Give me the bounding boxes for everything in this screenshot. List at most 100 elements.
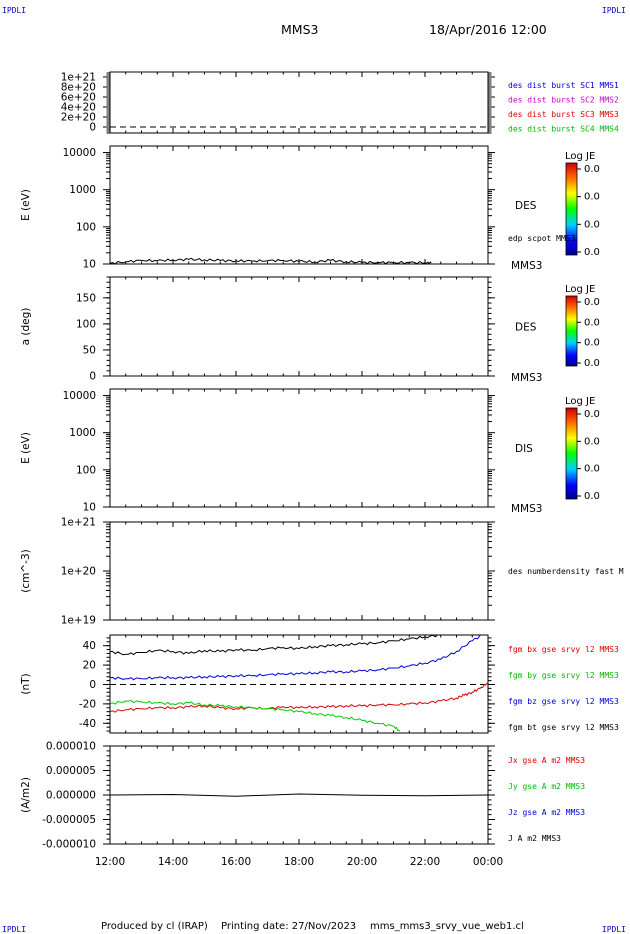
y-tick-label: 1e+20 (61, 566, 96, 578)
right-label: des numberdensity fast M (508, 567, 624, 576)
panel-2: 10 100 1000 10000 E (eV) DES MMS3 Log JE 0.0 0.0 0… (20, 145, 600, 272)
colorbar-label: 0.0 (584, 247, 600, 258)
spacecraft-tag: MMS3 (511, 503, 542, 515)
colorbar-title: Log JE (565, 284, 595, 295)
panel-frame (109, 276, 489, 377)
time-tick-label: 18:00 (284, 856, 314, 868)
corner-label-bottom-right: IPDLI (601, 925, 626, 934)
footer-produced-by: Produced by cl (IRAP) (101, 921, 208, 932)
panel-5: 1e+19 1e+20 1e+21 (cm^-3) des numberdensity … (20, 517, 624, 627)
header-spacecraft: MMS3 (281, 22, 318, 37)
corner-label-top-left: IPDLI (2, 6, 27, 15)
colorbar-title: Log JE (565, 151, 595, 162)
y-tick-label: -0.000010 (42, 839, 96, 851)
panel-4: 10 100 1000 10000 E (eV) DIS MMS3 Log JE 0.0 0.0 0… (20, 388, 600, 515)
colorbar-label: 0.0 (584, 317, 600, 328)
instrument-label: DIS (515, 443, 533, 455)
right-label: fgm by gse srvy l2 MMS3 (508, 671, 619, 680)
right-label: des dist burst SC1 MMS1 (508, 81, 619, 90)
colorbar-label: 0.0 (584, 358, 600, 369)
y-tick-label: 10 (83, 502, 96, 514)
y-axis-label: E (eV) (20, 189, 32, 221)
right-label: J A m2 MMS3 (508, 834, 561, 843)
y-tick-label: 100 (76, 464, 96, 476)
colorbar-label: 0.0 (584, 164, 600, 175)
y-tick-label: 1e+19 (61, 615, 96, 627)
header-datetime: 18/Apr/2016 12:00 (429, 22, 547, 37)
corner-label-top-right: IPDLI (601, 6, 626, 15)
series-line-2 (110, 635, 483, 681)
y-tick-label: 150 (76, 292, 96, 304)
y-tick-label: 10000 (63, 390, 96, 402)
panel-7: -0.000010 -0.000005 0.000000 0.000005 0.0000… (20, 741, 585, 851)
footer-printing-date: Printing date: 27/Nov/2023 (221, 921, 356, 932)
y-tick-label: 4e+20 (61, 102, 96, 114)
colorbar-label: 0.0 (584, 464, 600, 475)
colorbar-label: 0.0 (584, 491, 600, 502)
footer-product: mms_mms3_srvy_vue_web1.cl (370, 921, 524, 932)
colorbar (565, 162, 578, 256)
y-tick-label: 10 (83, 259, 96, 271)
instrument-label: DES (515, 322, 537, 334)
overlay-label: edp scpot MMS3 (508, 234, 576, 243)
series-line-1 (110, 793, 488, 797)
right-label: des dist burst SC3 MMS3 (508, 110, 619, 119)
spacecraft-tag: MMS3 (511, 372, 542, 384)
corner-label-bottom-left: IPDLI (2, 925, 27, 934)
y-tick-label: 2e+20 (61, 112, 96, 124)
right-label: fgm bx gse srvy l2 MMS3 (508, 645, 619, 654)
colorbar-label: 0.0 (584, 409, 600, 420)
y-tick-label: 100 (76, 221, 96, 233)
y-tick-label: 100 (76, 318, 96, 330)
colorbar-label: 0.0 (584, 297, 600, 308)
y-tick-label: 0 (89, 122, 96, 134)
colorbar-label: 0.0 (584, 436, 600, 447)
y-tick-label: 40 (83, 640, 96, 652)
time-tick-label: 00:00 (473, 856, 503, 868)
series-line-1 (110, 635, 455, 656)
panel-6: -40 -20 0 20 40 (nT) fgm bx gse srvy l2 MMS3 fg… (20, 634, 619, 734)
series-line-3 (110, 682, 488, 713)
panel-3: 0 50 100 150 a (deg) DES MMS3 Log JE 0.0 0.0 0.0 0.… (20, 276, 600, 384)
panel-frame (109, 388, 489, 508)
time-tick-label: 20:00 (347, 856, 377, 868)
y-axis-label: (cm^-3) (20, 549, 32, 592)
y-tick-label: 0 (89, 371, 96, 383)
y-tick-label: 0 (89, 679, 96, 691)
instrument-label: DES (515, 200, 537, 212)
y-tick-label: 1e+21 (61, 72, 96, 84)
y-tick-label: 0.000005 (46, 765, 96, 777)
time-tick-label: 14:00 (158, 856, 188, 868)
y-tick-label: 10000 (63, 147, 96, 159)
y-axis-label: (A/m2) (20, 777, 32, 813)
colorbar-label: 0.0 (584, 192, 600, 203)
right-label: fgm bt gse srvy l2 MMS3 (508, 723, 619, 732)
panel-frame (109, 521, 489, 621)
right-label: des dist burst SC4 MMS4 (508, 125, 619, 134)
y-tick-label: 1000 (69, 427, 96, 439)
y-tick-label: -0.000005 (42, 814, 96, 826)
panel-frame (109, 71, 489, 134)
y-tick-label: 0.000010 (46, 741, 96, 753)
y-axis-label: a (deg) (20, 308, 32, 346)
colorbar (565, 295, 578, 367)
time-tick-label: 16:00 (221, 856, 251, 868)
y-tick-label: 1000 (69, 184, 96, 196)
colorbar-label: 0.0 (584, 219, 600, 230)
y-tick-label: -20 (79, 698, 96, 710)
spacecraft-tag: MMS3 (511, 260, 542, 272)
y-tick-label: -40 (79, 718, 96, 730)
y-tick-label: 50 (83, 344, 96, 356)
y-tick-label: 20 (83, 660, 96, 672)
panel-frame (109, 145, 489, 265)
right-label: Jx gse A m2 MMS3 (508, 756, 585, 765)
right-label: Jy gse A m2 MMS3 (508, 782, 585, 791)
time-tick-label: 12:00 (95, 856, 125, 868)
y-axis-label: (nT) (20, 673, 32, 694)
colorbar-title: Log JE (565, 396, 595, 407)
right-label: des dist burst SC2 MMS2 (508, 96, 619, 105)
colorbar-label: 0.0 (584, 338, 600, 349)
y-tick-label: 6e+20 (61, 92, 96, 104)
